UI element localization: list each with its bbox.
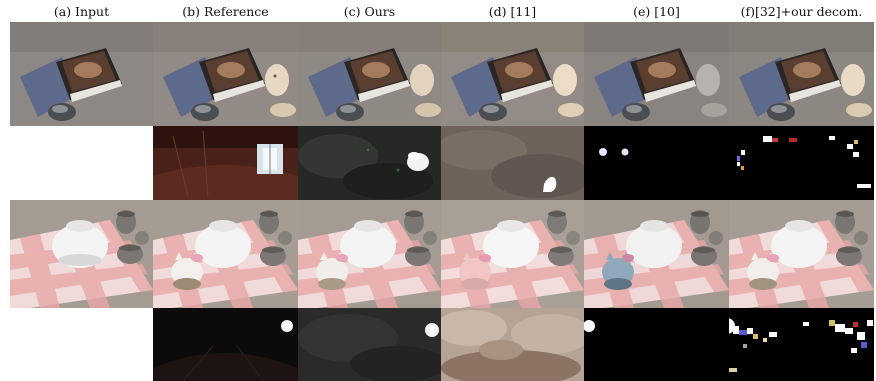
scene1-method-11-image: [441, 22, 584, 126]
scene2-method-10-envmap: [584, 308, 729, 381]
scene2-method-10-image: [584, 200, 729, 308]
scene2-reference-envmap: [153, 308, 298, 381]
scene2-reference-image: [153, 200, 298, 308]
scene1-reference-envmap: [153, 126, 298, 200]
scene1-input-image: [10, 22, 153, 126]
scene2-method-32-decom-image: [729, 200, 874, 308]
scene2-input-image: [10, 200, 153, 308]
scene2-method-32-decom-envmap: [729, 308, 874, 381]
scene1-method-10-image: [584, 22, 729, 126]
column-header-input: (a) Input: [53, 4, 110, 19]
scene2-ours-envmap: [298, 308, 441, 381]
scene2-ours-image: [298, 200, 441, 308]
scene1-method-11-envmap: [441, 126, 584, 200]
column-header-method-32-decom: (f)[32]+our decom.: [740, 4, 863, 19]
scene1-reference-image: [153, 22, 298, 126]
scene1-ours-envmap: [298, 126, 441, 200]
scene1-method-32-decom-image: [729, 22, 874, 126]
scene1-method-10-envmap: [584, 126, 729, 200]
column-header-method-10: (e) [10]: [633, 4, 680, 19]
scene2-method-11-image: [441, 200, 584, 308]
column-header-reference: (b) Reference: [182, 4, 269, 19]
column-header-method-11: (d) [11]: [488, 4, 537, 19]
scene2-method-11-envmap: [441, 308, 584, 381]
column-header-ours: (c) Ours: [343, 4, 396, 19]
scene1-method-32-decom-envmap: [729, 126, 874, 200]
scene1-ours-image: [298, 22, 441, 126]
